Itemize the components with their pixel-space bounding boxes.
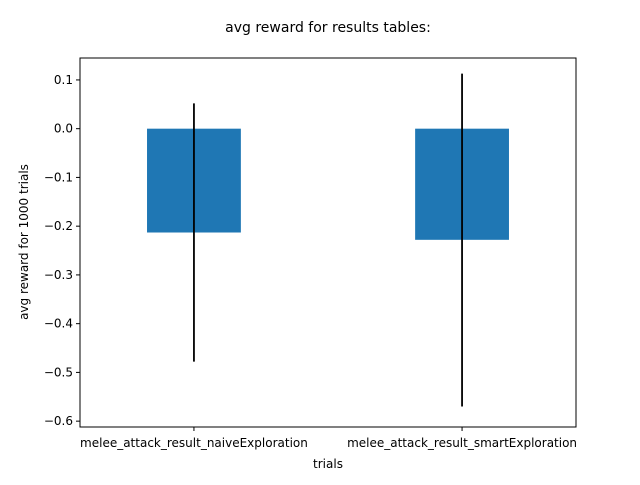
y-axis-label: avg reward for 1000 trials — [17, 164, 31, 320]
x-tick-label: melee_attack_result_naiveExploration — [80, 436, 308, 450]
chart-title: avg reward for results tables: — [225, 20, 431, 36]
plot-area: 0.1 0.0 −0.1 −0.2 −0.3 −0.4 −0.5 −0.6 melee_atta… — [44, 57, 577, 450]
y-tick-label: 0.1 — [54, 73, 73, 87]
x-axis-label: trials — [313, 457, 343, 471]
y-tick-label: −0.6 — [44, 414, 73, 428]
y-tick-label: −0.1 — [44, 170, 73, 184]
y-tick-label: 0.0 — [54, 122, 73, 136]
y-tick-label: −0.4 — [44, 317, 73, 331]
y-tick-label: −0.3 — [44, 268, 73, 282]
y-tick-label: −0.5 — [44, 365, 73, 379]
x-tick-label: melee_attack_result_smartExploration — [347, 436, 577, 450]
axes-frame — [79, 57, 577, 428]
y-tick-label: −0.2 — [44, 219, 73, 233]
